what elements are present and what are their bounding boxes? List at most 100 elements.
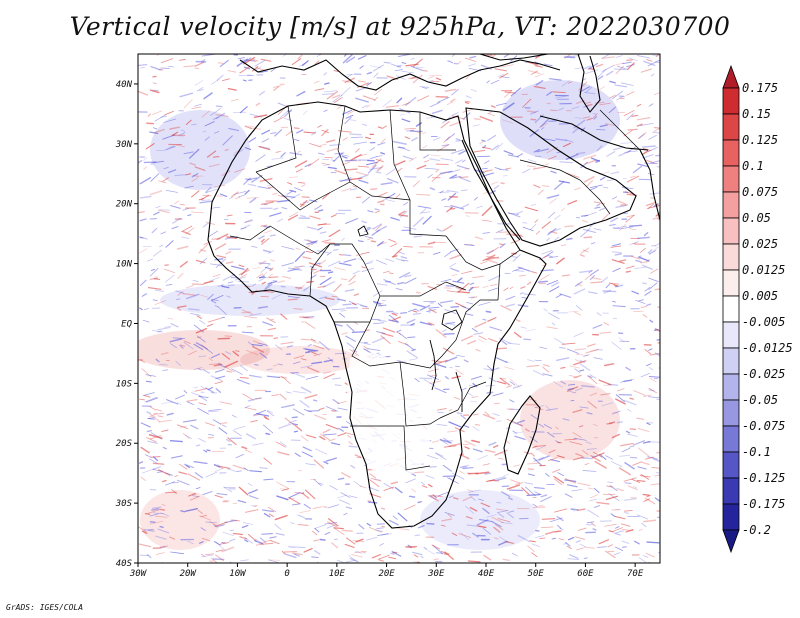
field-streak [527, 159, 537, 163]
field-streak [494, 537, 499, 540]
field-streak [502, 473, 509, 477]
field-streak [383, 198, 396, 202]
field-streak [610, 171, 620, 175]
field-streak [506, 418, 515, 423]
field-streak [273, 364, 278, 367]
field-streak [251, 58, 259, 62]
field-streak [221, 424, 227, 428]
field-streak [328, 229, 341, 238]
colorbar-box [722, 477, 740, 505]
field-streak [416, 66, 424, 68]
field-streak [590, 281, 603, 284]
field-streak [143, 394, 151, 398]
field-streak [182, 419, 197, 423]
field-streak [610, 217, 619, 223]
field-streak [530, 204, 537, 206]
field-streak [498, 457, 504, 460]
field-streak [178, 463, 188, 470]
field-streak [526, 364, 540, 368]
field-streak [141, 293, 148, 297]
field-streak [533, 456, 545, 462]
field-streak [300, 338, 313, 341]
field-streak [326, 251, 332, 256]
field-streak [191, 177, 199, 182]
field-streak [309, 199, 318, 203]
field-streak [632, 461, 643, 466]
field-streak [494, 68, 507, 72]
field-streak [305, 351, 311, 354]
field-streak [165, 240, 174, 248]
field-streak [349, 188, 358, 191]
field-streak [218, 524, 225, 527]
field-streak [456, 354, 465, 358]
field-streak [594, 460, 607, 469]
field-streak [361, 551, 366, 554]
field-streak [297, 284, 305, 290]
field-streak [390, 481, 399, 485]
field-streak [435, 77, 442, 81]
field-streak [646, 495, 651, 498]
field-streak [553, 475, 565, 484]
field-streak [215, 375, 226, 380]
field-streak [449, 254, 462, 260]
field-streak [567, 383, 576, 386]
field-streak [324, 522, 338, 525]
field-streak [297, 54, 303, 60]
field-streak [213, 541, 221, 546]
field-streak [601, 65, 615, 72]
field-streak [243, 57, 252, 64]
field-streak [428, 80, 434, 82]
field-streak [554, 530, 562, 533]
field-streak [566, 484, 578, 488]
field-streak [317, 223, 327, 226]
field-streak [239, 106, 248, 114]
field-streak [404, 96, 417, 107]
field-streak [471, 327, 478, 333]
field-streak [152, 466, 162, 470]
field-streak [497, 518, 511, 523]
field-streak [291, 423, 299, 426]
field-streak [509, 378, 520, 388]
field-streak [573, 360, 587, 366]
field-streak [161, 503, 166, 506]
field-streak [412, 313, 422, 315]
field-streak [617, 388, 625, 392]
field-streak [216, 195, 223, 197]
field-streak [506, 484, 520, 490]
field-streak [464, 243, 475, 247]
field-streak [337, 477, 345, 481]
field-streak [478, 498, 484, 501]
colorbar-box [722, 425, 740, 453]
field-streak [326, 521, 338, 528]
field-streak [505, 303, 515, 308]
field-streak [615, 533, 621, 536]
field-streak [302, 256, 312, 260]
field-streak [467, 560, 481, 563]
field-streak [446, 101, 454, 106]
field-streak [298, 469, 302, 472]
field-streak [404, 274, 412, 278]
field-streak [388, 556, 396, 560]
field-streak [284, 117, 293, 122]
field-streak [179, 260, 188, 268]
field-streak [459, 466, 468, 468]
field-streak [502, 558, 510, 562]
field-streak [490, 79, 500, 85]
colorbar-box [722, 503, 740, 531]
field-streak [512, 384, 523, 389]
colorbar-label: -0.125 [742, 471, 785, 485]
field-streak [305, 463, 317, 466]
field-streak [505, 167, 512, 170]
field-streak [382, 99, 392, 108]
field-streak [589, 350, 597, 352]
field-streak [299, 203, 305, 206]
field-streak [516, 210, 523, 215]
field-streak [147, 287, 162, 290]
field-streak [398, 271, 411, 279]
field-streak [175, 394, 185, 400]
field-streak [233, 430, 242, 437]
field-streak [404, 277, 417, 285]
field-streak [444, 356, 458, 363]
field-streak [226, 295, 231, 298]
